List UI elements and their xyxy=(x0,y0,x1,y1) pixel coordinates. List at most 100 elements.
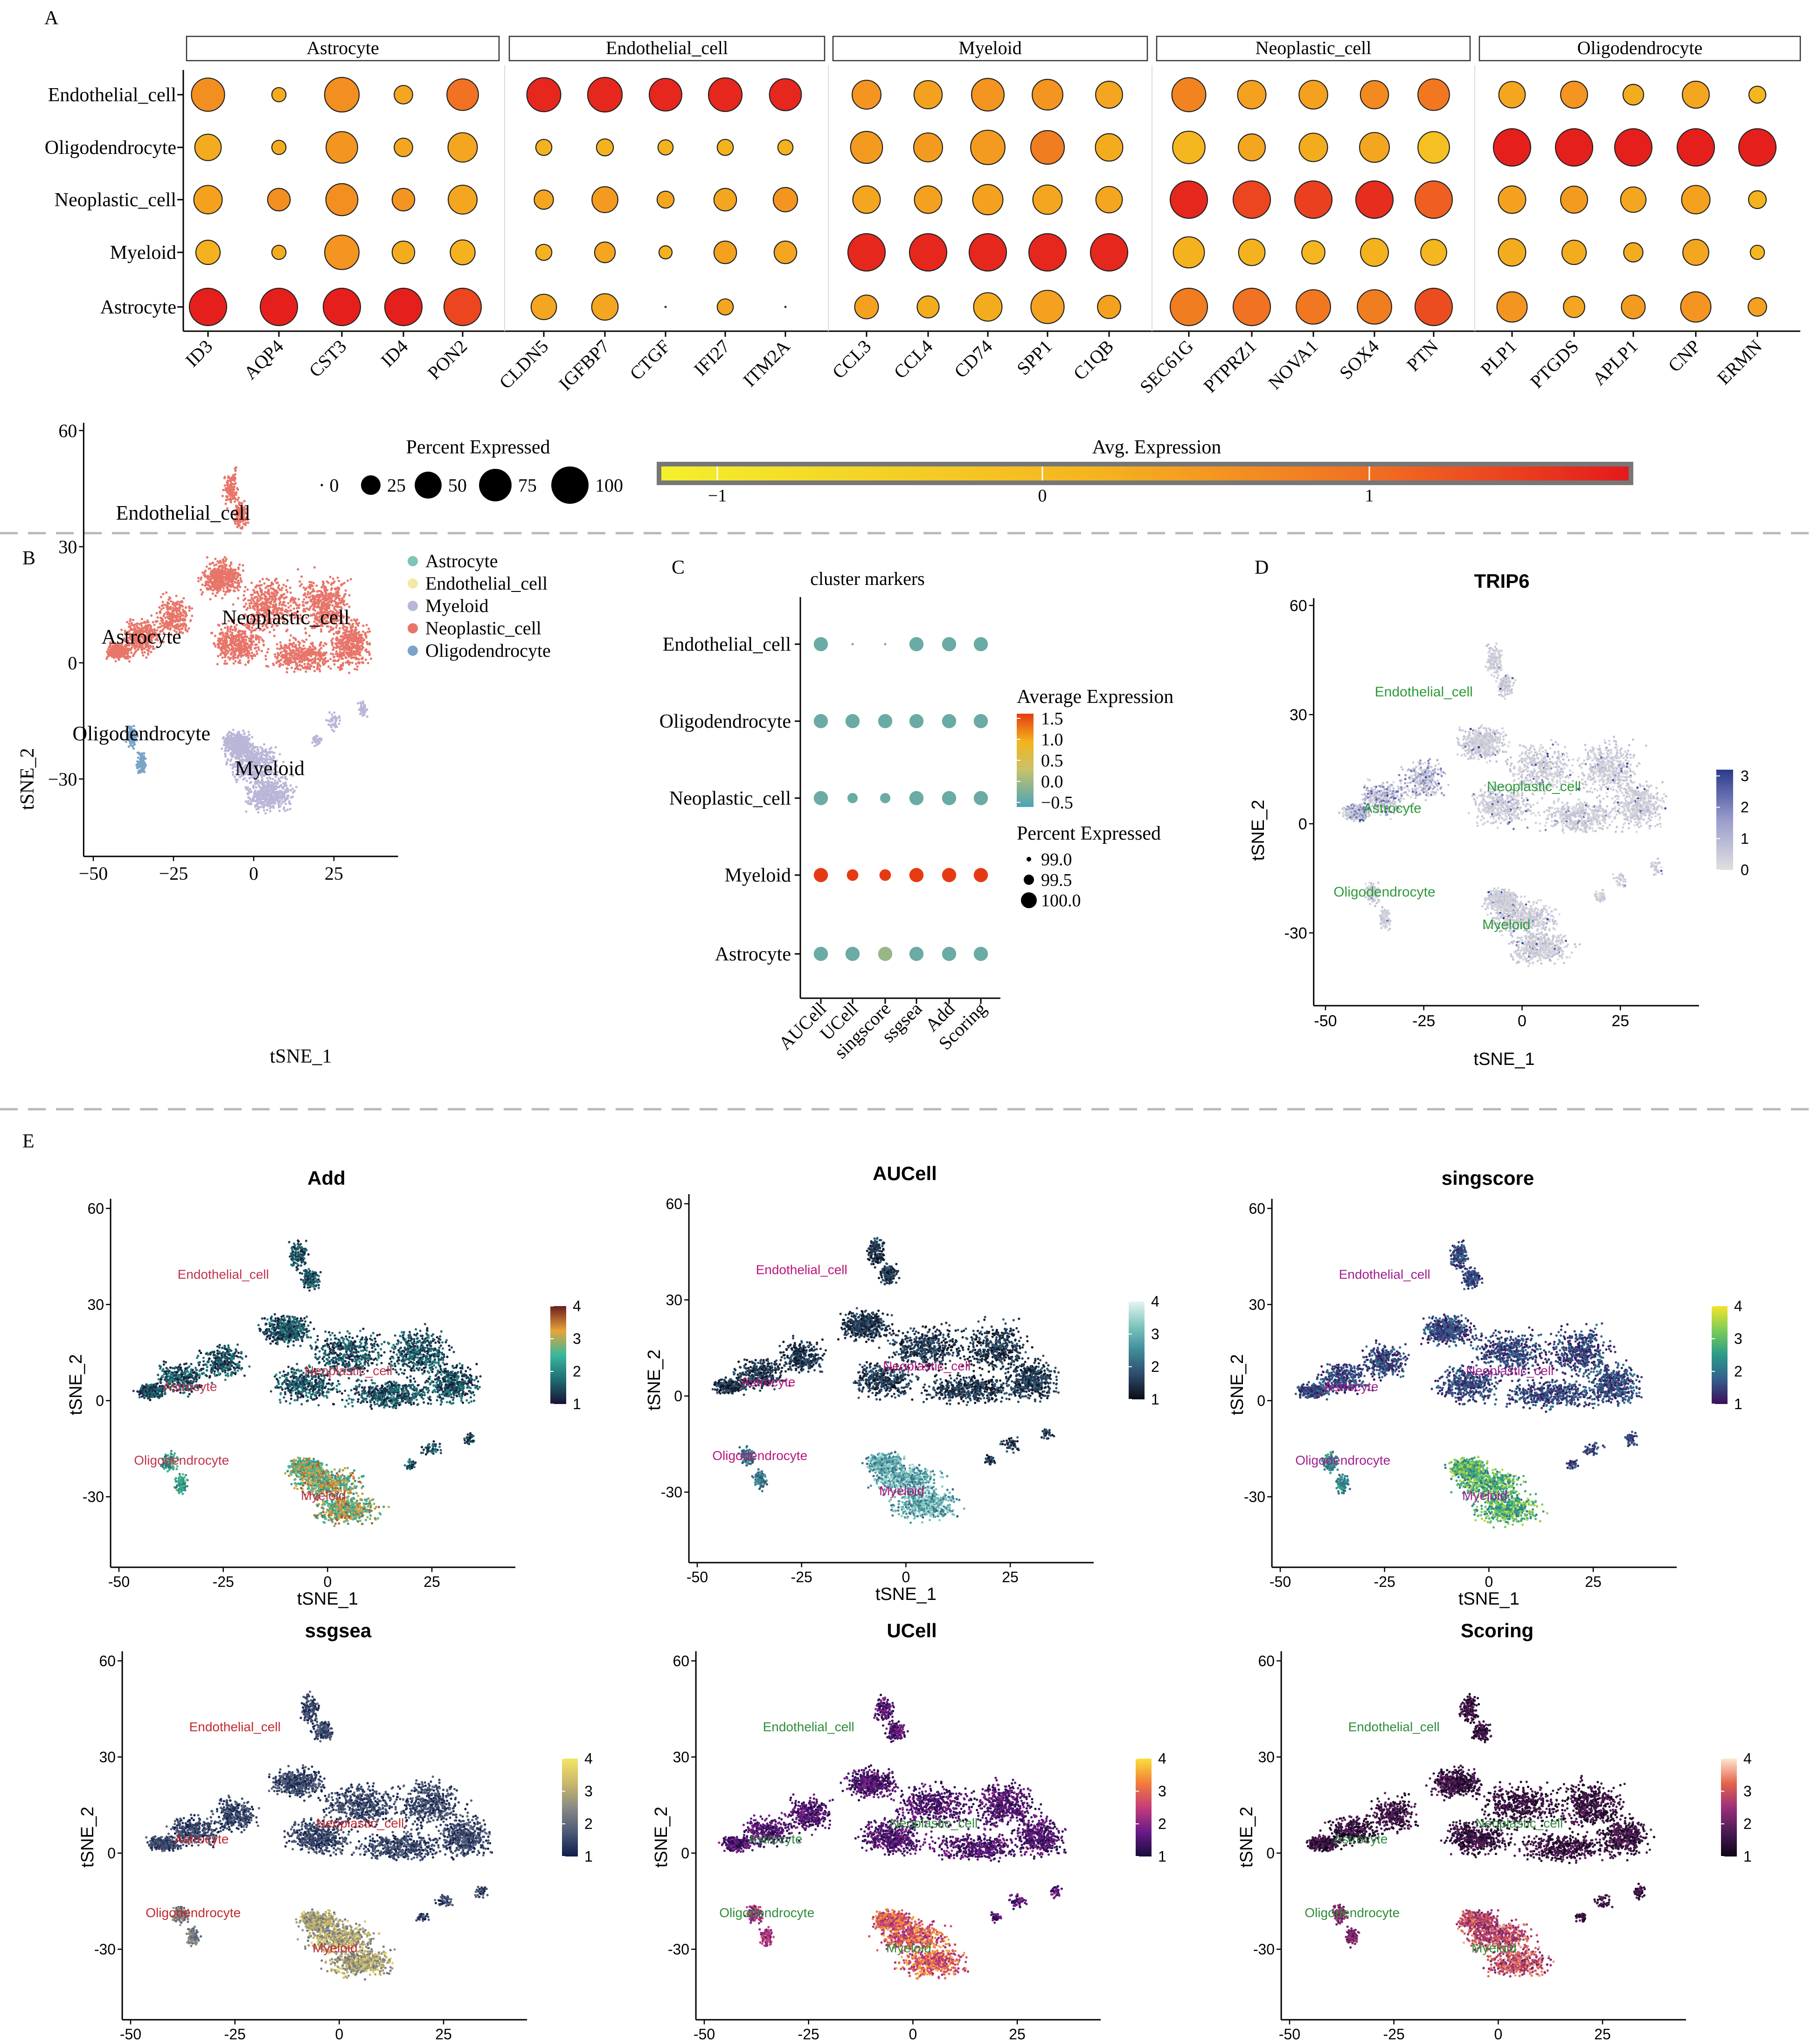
b-point xyxy=(171,619,173,622)
b-point xyxy=(140,754,143,757)
panel-b-tsne: −50 −25 0 25−3003060tSNE_1tSNE_2Endothelial… xyxy=(17,420,551,1067)
b-point xyxy=(222,495,224,497)
b-point xyxy=(264,655,267,657)
a-dot xyxy=(325,235,359,270)
b-point xyxy=(240,652,243,654)
b-point xyxy=(210,632,213,634)
b-point xyxy=(141,618,143,620)
b-point xyxy=(340,646,342,648)
a-gene-label: C1QB xyxy=(1069,336,1117,384)
b-point xyxy=(303,598,305,600)
b-point xyxy=(225,558,228,560)
a-dot xyxy=(323,288,361,326)
b-point xyxy=(180,604,182,606)
a-dot xyxy=(1173,131,1205,163)
b-point xyxy=(175,607,177,609)
b-point xyxy=(227,656,229,659)
b-point xyxy=(312,588,314,591)
b-point xyxy=(231,634,233,636)
b-point xyxy=(263,593,265,596)
b-point xyxy=(305,670,307,673)
a-dot xyxy=(194,186,222,214)
b-point xyxy=(228,584,230,587)
b-point xyxy=(143,621,146,624)
b-point xyxy=(225,489,228,491)
b-point xyxy=(283,601,285,603)
a-dot xyxy=(778,140,793,155)
b-point xyxy=(273,635,276,637)
b-point xyxy=(221,747,223,750)
b-point xyxy=(340,655,343,657)
a-dot xyxy=(1299,80,1327,109)
b-point xyxy=(364,632,367,634)
b-point xyxy=(268,585,270,587)
a-dot xyxy=(1555,129,1593,166)
a-dot xyxy=(1096,187,1123,213)
b-point xyxy=(245,603,247,605)
b-point xyxy=(221,573,223,576)
b-point xyxy=(186,630,188,632)
a-dot xyxy=(1296,290,1331,324)
a-dot xyxy=(392,188,415,211)
b-point xyxy=(368,652,370,654)
b-point xyxy=(290,643,292,645)
b-point xyxy=(216,663,219,665)
b-point xyxy=(244,644,246,647)
a-row-label: Astrocyte xyxy=(100,297,176,318)
b-point xyxy=(242,654,244,656)
b-point xyxy=(346,649,348,651)
b-point xyxy=(147,650,150,653)
b-point xyxy=(284,651,287,653)
b-point xyxy=(208,575,210,577)
b-point xyxy=(187,627,190,630)
b-point xyxy=(107,652,110,654)
panel-label-d: D xyxy=(1255,557,1269,578)
b-point xyxy=(204,575,207,577)
a-row-label: Neoplastic_cell xyxy=(55,189,176,211)
b-point xyxy=(140,768,142,770)
b-point xyxy=(106,656,109,658)
b-point xyxy=(142,654,144,656)
b-point xyxy=(286,657,289,659)
b-point xyxy=(345,589,347,591)
a-dot xyxy=(1032,79,1063,110)
a-dot xyxy=(1238,134,1265,161)
b-point xyxy=(272,664,275,666)
b-point xyxy=(352,653,354,655)
b-point xyxy=(218,576,220,578)
a-dot xyxy=(1360,132,1389,162)
b-point xyxy=(289,658,291,660)
b-point xyxy=(310,600,312,603)
b-point xyxy=(329,658,332,660)
b-point xyxy=(315,584,318,587)
b-point xyxy=(222,642,224,645)
a-dot xyxy=(971,130,1005,165)
b-point xyxy=(226,482,229,484)
b-point xyxy=(281,587,283,589)
b-point xyxy=(354,668,356,670)
a-dot xyxy=(385,288,422,326)
b-point xyxy=(296,654,298,656)
b-point xyxy=(213,576,215,578)
b-point xyxy=(222,587,225,590)
b-point xyxy=(365,624,368,626)
a-dot xyxy=(536,139,552,155)
b-point xyxy=(252,636,254,638)
a-dot xyxy=(1415,181,1452,218)
b-point xyxy=(292,642,295,645)
a-dot xyxy=(1677,129,1714,166)
b-point xyxy=(150,614,153,617)
b-point xyxy=(140,758,143,760)
b-point xyxy=(318,668,320,670)
b-point xyxy=(250,601,252,604)
b-point xyxy=(204,570,207,572)
b-point xyxy=(341,648,343,650)
b-point xyxy=(263,643,265,646)
b-point xyxy=(177,600,179,603)
b-point xyxy=(335,588,337,591)
b-point xyxy=(263,582,265,584)
b-point xyxy=(291,787,294,790)
b-point xyxy=(251,751,254,754)
a-dot xyxy=(1170,288,1207,326)
a-dot xyxy=(1031,290,1064,323)
